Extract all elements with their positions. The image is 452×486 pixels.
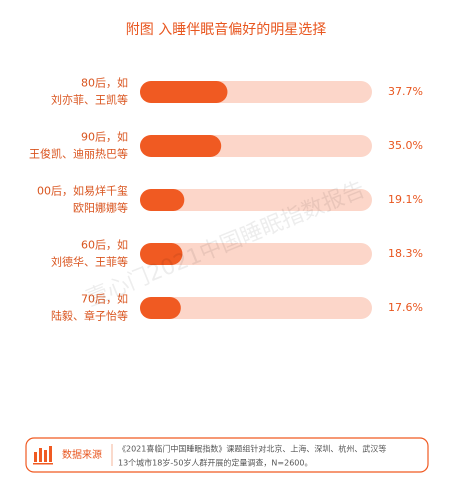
value-label: 37.7% bbox=[388, 85, 423, 98]
category-label: 欧阳娜娜等 bbox=[73, 201, 128, 215]
source-icon bbox=[33, 446, 53, 465]
category-label: 王俊凯、迪丽热巴等 bbox=[29, 147, 128, 161]
source-box bbox=[25, 437, 429, 473]
value-label: 19.1% bbox=[388, 193, 423, 206]
bar-track bbox=[140, 297, 372, 319]
bar bbox=[140, 189, 185, 211]
value-label: 17.6% bbox=[388, 301, 423, 314]
category-label: 陆毅、章子怡等 bbox=[51, 309, 128, 323]
bar bbox=[140, 81, 228, 103]
category-label: 60后，如 bbox=[81, 238, 128, 252]
category-label: 00后，如易烊千玺 bbox=[37, 184, 128, 198]
category-label: 刘德华、王菲等 bbox=[51, 255, 128, 269]
category-label: 80后，如 bbox=[81, 76, 128, 90]
value-label: 35.0% bbox=[388, 139, 423, 152]
bar-track bbox=[140, 189, 372, 211]
category-label: 70后，如 bbox=[81, 292, 128, 306]
category-label: 刘亦菲、王凯等 bbox=[51, 93, 128, 107]
chart-title: 附图 入睡伴眠音偏好的明星选择 bbox=[126, 21, 326, 38]
bar bbox=[140, 135, 222, 157]
source-text: 《2021喜临门中国睡眠指数》课题组针对北京、上海、深圳、杭州、武汉等 bbox=[118, 444, 386, 454]
source-label: 数据来源 bbox=[62, 448, 102, 461]
bar bbox=[140, 297, 181, 319]
bar-track bbox=[140, 243, 372, 265]
category-label: 90后，如 bbox=[81, 130, 128, 144]
source-text: 13个城市18岁-50岁人群开展的定量调查，N=2600。 bbox=[118, 458, 312, 468]
value-label: 18.3% bbox=[388, 247, 423, 260]
bar bbox=[140, 243, 183, 265]
